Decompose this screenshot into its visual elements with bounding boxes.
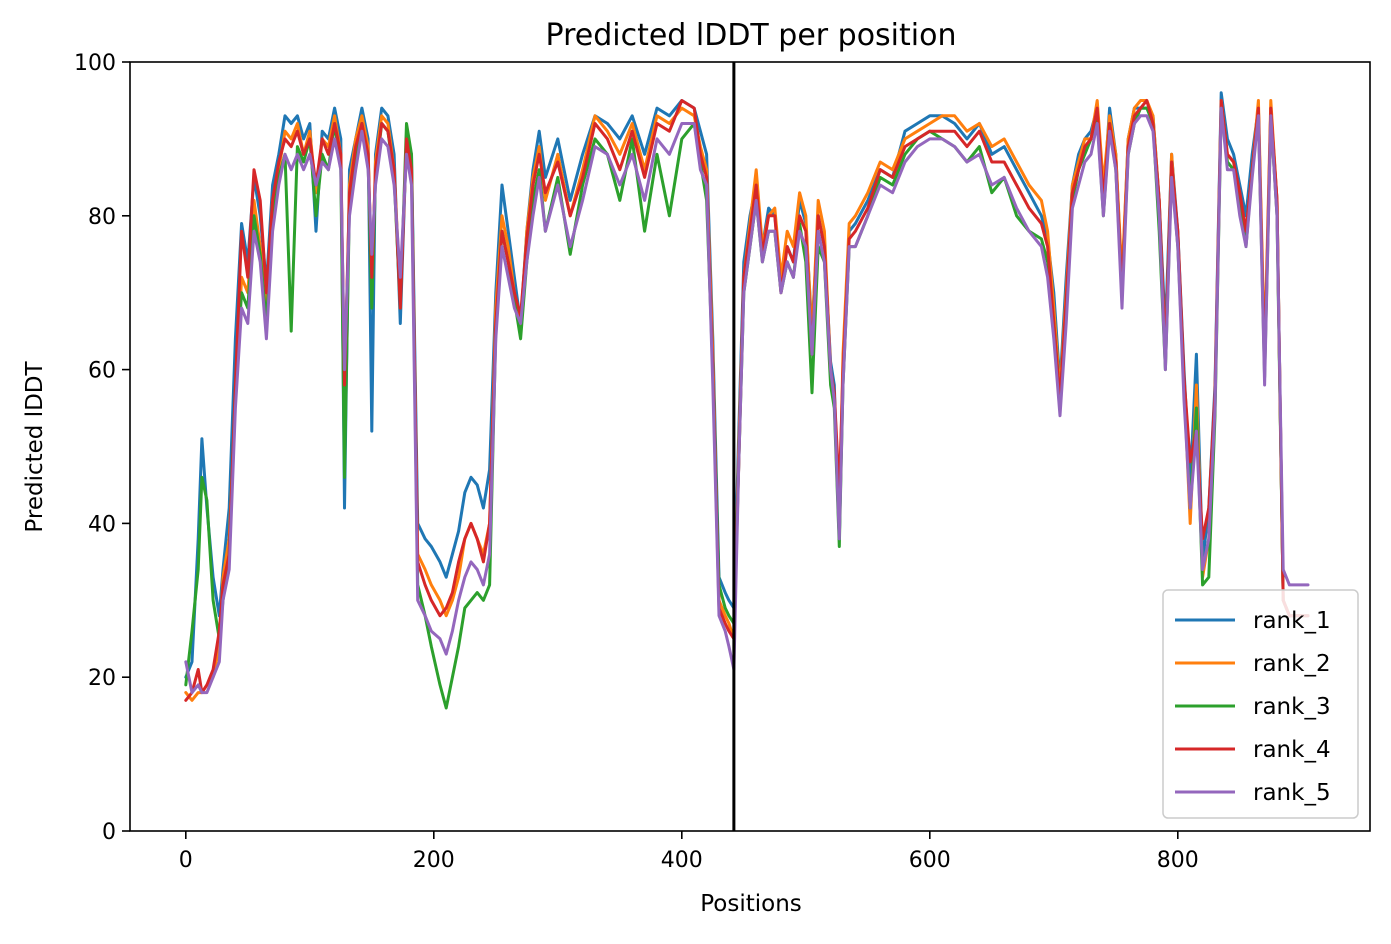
legend-label-rank_5: rank_5 [1253,780,1331,806]
y-tick-label: 40 [88,512,116,537]
x-tick-label: 0 [179,848,193,873]
legend-label-rank_1: rank_1 [1253,608,1331,634]
axes: 0 200 400 600 800 0 20 40 60 80 100 [74,51,1371,873]
legend-label-rank_2: rank_2 [1253,651,1331,677]
x-tick-label: 600 [909,848,951,873]
chart-title: Predicted lDDT per position [546,18,957,53]
x-tick-label: 200 [413,848,455,873]
y-tick-label: 20 [88,666,116,691]
y-tick-label: 100 [74,51,116,76]
x-axis-label: Positions [700,891,802,917]
legend-label-rank_3: rank_3 [1253,694,1331,720]
y-axis-label: Predicted lDDT [22,360,48,532]
axes-frame [129,61,1371,832]
x-tick-label: 400 [661,848,703,873]
y-tick-label: 80 [88,205,116,230]
legend-box [1162,589,1359,819]
x-tick-label: 800 [1157,848,1199,873]
legend: rank_1 rank_2 rank_3 rank_4 rank_5 [1162,589,1359,819]
legend-label-rank_4: rank_4 [1253,737,1331,763]
plot-area [184,62,1310,831]
y-tick-label: 60 [88,359,116,384]
y-tick-label: 0 [102,820,116,845]
